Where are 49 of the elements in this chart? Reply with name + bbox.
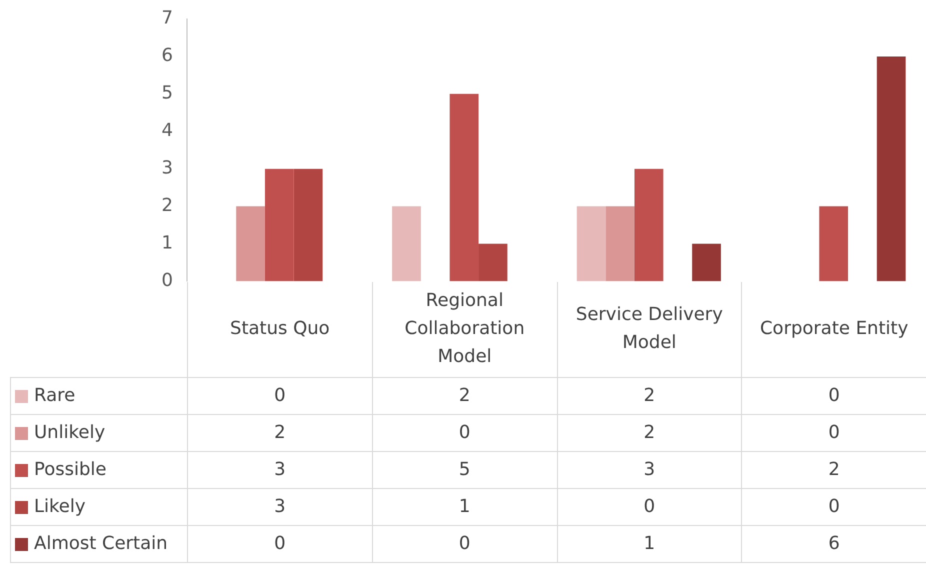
data-label: 0 [742, 377, 926, 414]
data-label: 0 [372, 414, 557, 452]
bar [478, 244, 508, 282]
data-label: 3 [188, 451, 372, 488]
data-label: 0 [742, 414, 926, 452]
data-label: 0 [742, 488, 926, 526]
bar [236, 206, 265, 282]
bar [294, 168, 323, 282]
bar [392, 206, 421, 282]
y-tick-label: 0 [162, 270, 173, 291]
legend-label: Likely [10, 488, 188, 526]
y-tick-label: 1 [162, 232, 173, 254]
data-label: 1 [372, 488, 557, 526]
data-label: 0 [188, 377, 372, 414]
x-tick-label: Regional Collaboration Model [372, 282, 557, 378]
x-tick-label: Status Quo [188, 282, 372, 378]
data-label: 2 [372, 377, 557, 414]
y-tick-label: 7 [162, 8, 173, 29]
data-label: 2 [188, 414, 372, 452]
y-tick-label: 6 [162, 45, 173, 66]
bar [606, 206, 634, 282]
bar [634, 168, 664, 282]
y-tick-label: 4 [162, 120, 173, 142]
data-label: 0 [372, 525, 557, 562]
legend-label: Unlikely [10, 414, 188, 452]
data-label: 6 [742, 525, 926, 562]
data-label: 0 [188, 525, 372, 562]
legend-label: Possible [10, 451, 188, 488]
x-tick-label: Service Delivery Model [557, 282, 742, 378]
legend-label: Almost Certain [10, 525, 188, 562]
y-tick-label: 3 [162, 158, 173, 178]
bar [576, 206, 606, 282]
data-label: 2 [742, 451, 926, 488]
data-label: 1 [557, 525, 742, 562]
data-label: 0 [557, 488, 742, 526]
x-tick-label: Corporate Entity [742, 282, 926, 378]
bar [876, 56, 906, 282]
data-label: 2 [557, 377, 742, 414]
bar [264, 168, 294, 282]
y-tick-label: 2 [162, 194, 173, 216]
data-label: 5 [372, 451, 557, 488]
data-label: 2 [557, 414, 742, 452]
bar [819, 206, 848, 282]
bar [692, 244, 721, 282]
legend-label: Rare [10, 377, 188, 414]
y-tick-label: 5 [162, 82, 173, 104]
data-label: 3 [188, 488, 372, 526]
data-label: 3 [557, 451, 742, 488]
bar [450, 94, 479, 282]
